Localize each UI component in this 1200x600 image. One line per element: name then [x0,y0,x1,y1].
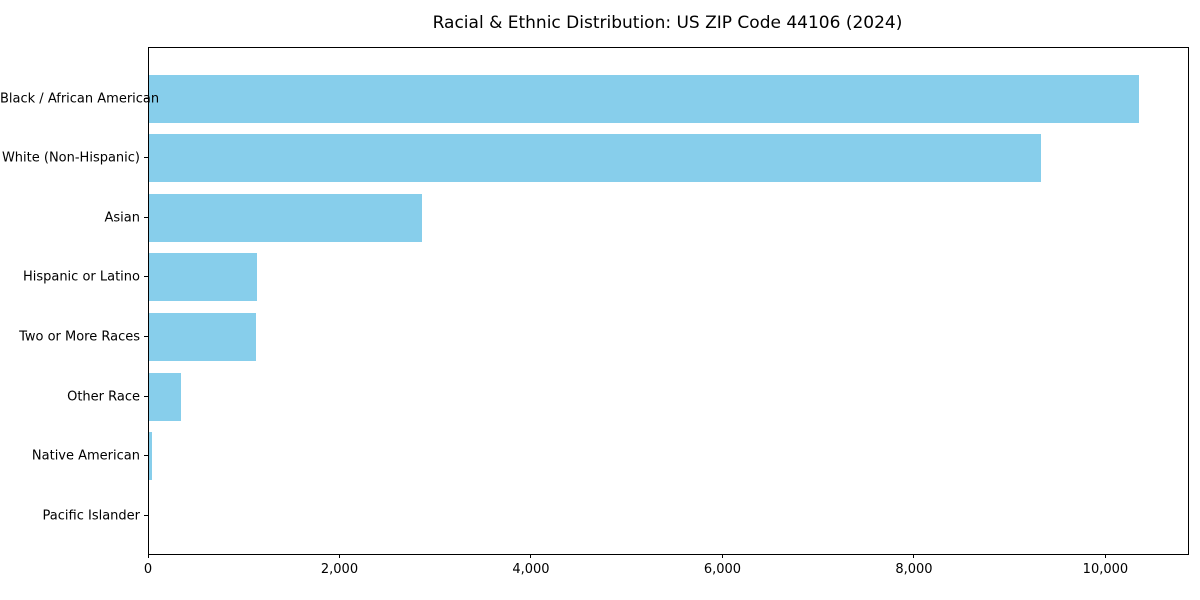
bar-black-african-american [149,74,1139,123]
bar-white-non-hispanic [149,134,1042,183]
plot-area [148,47,1189,555]
y-tick-mark [144,216,148,218]
x-tick-label: 2,000 [320,562,359,577]
y-tick-label: Pacific Islander [42,508,140,524]
y-tick-label: Hispanic or Latino [22,269,140,285]
y-tick-label: Black / African American [0,91,160,107]
bar-other-race [149,372,181,421]
x-tick-mark [530,554,532,558]
y-tick-mark [144,395,148,397]
bar-asian [149,193,423,242]
y-tick-label: Asian [104,210,140,226]
y-tick-mark [144,276,148,278]
y-tick-mark [144,455,148,457]
x-tick-mark [338,554,340,558]
y-tick-label: Two or More Races [19,329,140,345]
x-tick-label: 4,000 [512,562,550,577]
x-tick-mark [721,554,723,558]
y-tick-label: White (Non-Hispanic) [1,150,140,166]
y-tick-mark [144,514,148,516]
y-tick-mark [144,97,148,99]
x-tick-mark [1104,554,1106,558]
chart-title: Racial & Ethnic Distribution: US ZIP Cod… [432,13,903,33]
y-tick-label: Other Race [67,389,140,405]
x-tick-mark [147,554,149,558]
bar-native-american [149,432,153,481]
x-tick-label: 0 [143,562,153,577]
x-tick-label: 8,000 [895,562,933,577]
x-tick-label: 6,000 [703,562,742,577]
y-tick-mark [144,157,148,159]
x-tick-mark [913,554,915,558]
x-tick-label: 10,000 [1082,562,1129,577]
bar-two-or-more-races [149,312,256,361]
bar-hispanic-or-latino [149,253,257,302]
y-tick-mark [144,335,148,337]
y-tick-label: Native American [31,448,140,464]
